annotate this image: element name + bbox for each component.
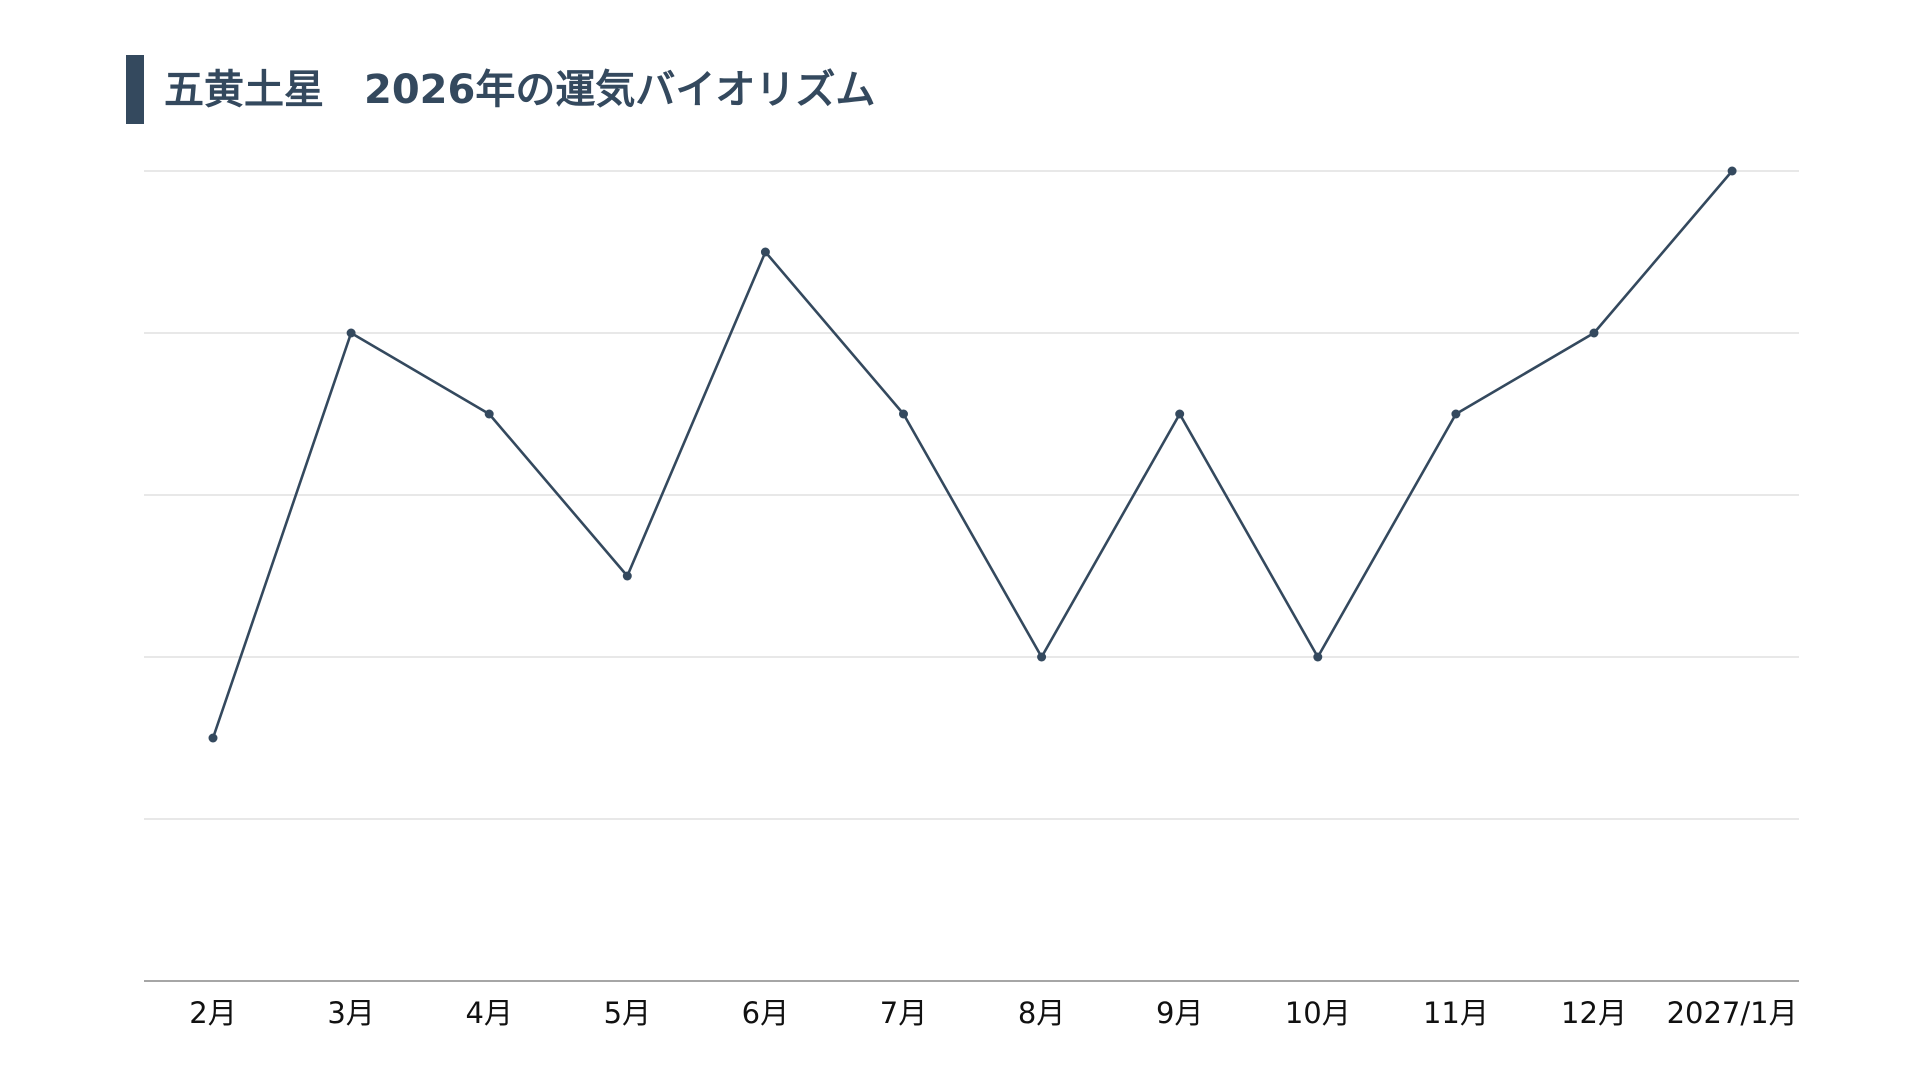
x-tick-label: 5月 [604, 996, 651, 1030]
series-line [211, 170, 1734, 739]
data-point [1313, 652, 1323, 662]
x-tick-label: 4月 [465, 996, 512, 1030]
data-point [1451, 409, 1461, 419]
data-point [760, 247, 770, 257]
data-point [1589, 328, 1599, 338]
x-tick-label: 2月 [189, 996, 236, 1030]
x-tick-label: 10月 [1285, 996, 1351, 1030]
x-tick-label: 3月 [327, 996, 374, 1030]
x-tick-label: 8月 [1018, 996, 1065, 1030]
x-tick-label: 12月 [1561, 996, 1627, 1030]
x-tick-label: 11月 [1423, 996, 1489, 1030]
data-point [899, 409, 908, 419]
data-point [484, 409, 494, 419]
x-tick-label: 7月 [880, 996, 927, 1030]
data-point [208, 733, 218, 743]
x-tick-label: 6月 [742, 996, 789, 1030]
data-point [1175, 409, 1185, 419]
chart-title: 五黄土星 2026年の運気バイオリズム [164, 67, 876, 113]
x-tick-label: 2027/1月 [1667, 996, 1798, 1030]
x-tick-label: 9月 [1156, 996, 1203, 1030]
data-point [622, 571, 632, 581]
data-point [1727, 166, 1737, 176]
data-point [346, 328, 356, 338]
data-point [1037, 652, 1047, 662]
title-accent-bar [126, 55, 144, 124]
